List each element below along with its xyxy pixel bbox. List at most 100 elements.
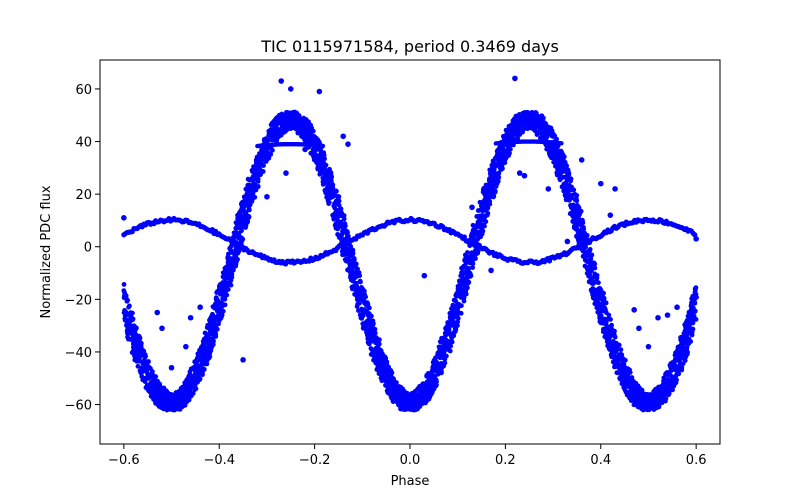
data-point [207, 354, 213, 359]
data-point [353, 280, 359, 286]
data-point [578, 208, 584, 214]
data-point [512, 75, 518, 82]
data-point [465, 280, 471, 286]
data-point [689, 332, 695, 338]
data-point [676, 371, 682, 377]
data-point [458, 310, 464, 316]
data-point [584, 232, 590, 238]
data-point [603, 300, 609, 306]
data-point [486, 178, 492, 183]
data-point [330, 182, 336, 188]
data-point [506, 150, 512, 156]
y-tick-label: −20 [65, 293, 92, 308]
data-point [149, 369, 155, 375]
x-tick-label: 0.0 [400, 453, 421, 468]
data-point [278, 78, 285, 84]
data-point [694, 294, 699, 300]
data-point [197, 304, 203, 311]
data-point [310, 128, 316, 134]
y-tick-label: 40 [75, 136, 92, 151]
data-point [187, 314, 194, 321]
data-point [268, 152, 274, 157]
data-point [448, 343, 454, 349]
data-point [616, 342, 622, 348]
data-point [655, 314, 661, 321]
data-point [125, 297, 130, 303]
data-point [473, 256, 478, 261]
data-point [323, 162, 329, 168]
data-point [193, 386, 199, 392]
data-point [495, 178, 501, 184]
y-axis-label: Normalized PDC flux [39, 185, 54, 318]
data-point [351, 257, 357, 263]
data-point [502, 141, 509, 147]
data-point [645, 343, 652, 350]
data-point [688, 339, 694, 344]
data-point [433, 356, 438, 361]
data-point [500, 166, 505, 172]
x-tick-label: −0.4 [203, 453, 235, 468]
data-point [127, 303, 132, 309]
data-point [134, 325, 139, 331]
data-point [561, 154, 567, 160]
data-point [345, 141, 351, 147]
data-point [470, 222, 476, 228]
data-point [336, 198, 342, 204]
data-point [264, 193, 270, 200]
data-point [211, 338, 216, 344]
data-point [574, 198, 580, 204]
data-point [350, 250, 356, 256]
data-point [372, 330, 378, 336]
data-point [478, 230, 485, 237]
data-point [153, 374, 159, 380]
data-point [137, 335, 143, 341]
chart-title: TIC 0115971584, period 0.3469 days [260, 37, 559, 56]
data-point [612, 334, 618, 340]
data-point [326, 178, 332, 184]
data-point [222, 296, 228, 302]
data-point [443, 353, 449, 359]
data-point [564, 238, 571, 245]
data-point [219, 312, 225, 318]
data-point [341, 213, 347, 218]
data-point [270, 147, 275, 153]
data-point [322, 156, 327, 162]
data-point [246, 213, 251, 219]
data-point [283, 170, 289, 176]
data-point [516, 170, 523, 176]
data-point [434, 379, 439, 385]
data-point [260, 169, 266, 174]
data-point [484, 212, 490, 218]
data-point [249, 199, 255, 204]
data-point [482, 218, 488, 224]
data-point [366, 305, 372, 311]
data-point [690, 326, 696, 332]
data-point [571, 187, 577, 193]
data-point [255, 179, 261, 184]
data-point [210, 311, 215, 317]
data-point [386, 364, 391, 370]
data-point [488, 267, 494, 274]
data-point [377, 337, 382, 343]
data-point [545, 186, 552, 192]
data-point [496, 170, 502, 176]
data-point [341, 216, 347, 222]
data-point [612, 186, 618, 192]
data-point [600, 294, 606, 300]
data-point [239, 228, 244, 234]
data-point [674, 377, 679, 383]
data-point [190, 391, 196, 396]
x-tick-label: 0.4 [590, 453, 611, 468]
data-point [369, 313, 374, 319]
data-point [607, 212, 614, 218]
data-point [482, 223, 487, 229]
data-point [236, 219, 242, 224]
data-point [693, 285, 699, 291]
data-point [220, 308, 226, 314]
data-point [684, 351, 690, 357]
data-point [334, 188, 339, 194]
data-point [612, 328, 617, 334]
data-point [154, 309, 161, 316]
data-point [692, 308, 698, 314]
data-point [229, 274, 235, 280]
